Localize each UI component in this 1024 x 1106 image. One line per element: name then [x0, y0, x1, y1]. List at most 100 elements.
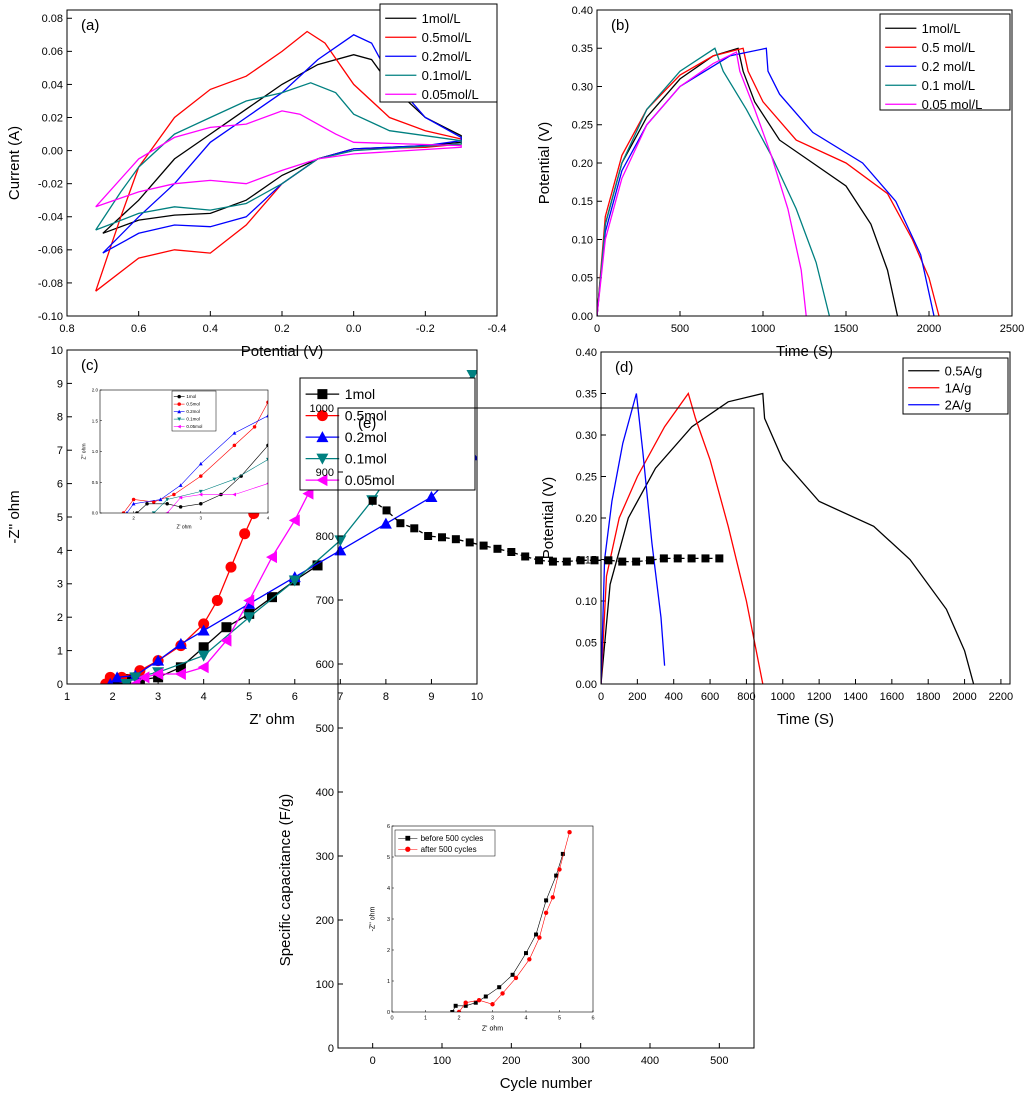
- panel-label: (a): [81, 17, 99, 34]
- x-tick-label: 300: [571, 1055, 589, 1067]
- series-0-05mol: [129, 457, 332, 684]
- series-line: [123, 402, 268, 513]
- legend-label: 0.05mol: [345, 472, 395, 488]
- y-tick-label: 0.30: [576, 430, 597, 442]
- x-tick-label: 0: [598, 691, 604, 703]
- data-point: [120, 679, 133, 684]
- chart-a: 0.8 0.6 0.4 0.2 0.0 -0.2 -0.4 -0.10 -0.08 -0.06 -0…: [6, 3, 507, 360]
- series-line: [601, 392, 764, 684]
- x-tick-label: 2200: [989, 691, 1013, 703]
- data-point: [211, 595, 223, 606]
- x-tick-label: -0.4: [488, 323, 507, 335]
- data-point: [513, 975, 519, 981]
- data-point: [174, 637, 187, 649]
- data-point: [302, 487, 314, 500]
- y-tick-label: 2: [57, 612, 63, 624]
- x-axis-label: Time (S): [777, 711, 834, 728]
- series-line: [95, 82, 462, 231]
- x-tick-label: 0.6: [131, 323, 146, 335]
- legend-marker: [177, 402, 181, 406]
- series-1mol-l: [102, 54, 462, 234]
- series-0-5mol-l: [95, 30, 462, 292]
- legend: 1mol/L 0.5 mol/L 0.2 mol/L 0.1 mol/L 0.05 mo…: [879, 13, 1011, 112]
- y-tick-label: -0.02: [38, 179, 63, 191]
- data-point: [178, 483, 183, 487]
- series-line: [601, 392, 975, 684]
- data-point: [479, 541, 488, 550]
- x-tick-label: 1: [424, 1016, 427, 1022]
- y-tick-label: 0.10: [576, 596, 597, 608]
- data-point: [463, 1000, 468, 1005]
- data-point: [198, 492, 203, 497]
- series-line: [102, 34, 462, 254]
- y-tick-label: 6: [57, 478, 63, 490]
- series-0-05mol-l: [95, 110, 462, 208]
- series-0-2mol-l: [102, 34, 462, 254]
- data-point: [396, 519, 405, 528]
- series-1mol-l: [597, 47, 899, 316]
- y-tick-label: 0.04: [42, 79, 63, 91]
- x-tick-label: 1400: [843, 691, 867, 703]
- legend-label: before 500 cycles: [421, 834, 484, 843]
- x-tick-label: 4: [201, 691, 207, 703]
- data-point: [266, 443, 268, 448]
- data-point: [121, 511, 126, 513]
- y-tick-label: -0.06: [38, 245, 63, 257]
- legend-label: 1mol: [345, 386, 375, 402]
- y-tick-label: 0.35: [576, 388, 597, 400]
- data-point: [174, 667, 186, 680]
- data-point: [175, 662, 186, 673]
- y-tick-label: 500: [316, 723, 334, 735]
- data-point: [266, 551, 277, 564]
- series-after-500-cycles: [456, 830, 572, 1012]
- y-tick-label: 3: [57, 579, 63, 591]
- x-tick-label: 1000: [751, 323, 775, 335]
- data-point: [701, 554, 710, 563]
- y-tick-label: 7: [57, 445, 63, 457]
- data-point: [453, 1003, 458, 1008]
- data-point: [152, 667, 164, 680]
- data-point: [382, 506, 391, 515]
- data-point: [659, 554, 668, 563]
- data-point: [548, 557, 557, 566]
- legend-label: 0.5A/g: [945, 363, 983, 378]
- data-point: [221, 622, 232, 633]
- plot-frame: [391, 825, 594, 1013]
- data-point: [524, 951, 528, 956]
- data-point: [266, 413, 268, 418]
- series-line: [95, 30, 462, 292]
- x-tick-label: 6: [292, 691, 298, 703]
- data-point: [232, 431, 237, 435]
- x-tick-label: 0: [594, 323, 600, 335]
- legend-label: 0.1mol: [186, 417, 200, 422]
- legend-label: 0.2mol: [345, 429, 387, 445]
- x-tick-label: 200: [502, 1055, 520, 1067]
- y-tick-label: 1.0: [92, 449, 99, 454]
- y-tick-label: 0.20: [572, 158, 593, 170]
- data-point: [131, 501, 136, 506]
- data-point: [199, 474, 203, 478]
- chart-b: 0 500 1000 1500 2000 2500 0.00 0.05 0.10 0.15 0.20…: [536, 5, 1024, 360]
- x-tick-label: 100: [433, 1055, 451, 1067]
- data-point: [288, 575, 301, 587]
- x-tick-label: 1500: [834, 323, 858, 335]
- data-point: [220, 634, 232, 647]
- data-point: [138, 671, 150, 684]
- series-1a-g: [601, 392, 764, 684]
- legend-label: 2A/g: [945, 397, 972, 412]
- legend: before 500 cycles after 500 cycles: [394, 829, 496, 857]
- legend-label: 1mol/L: [422, 11, 461, 26]
- legend-label: 0.1mol: [345, 451, 387, 467]
- x-tick-label: 9: [428, 691, 434, 703]
- data-point: [715, 554, 724, 563]
- x-tick-label: 200: [628, 691, 646, 703]
- y-tick-label: 0.25: [576, 471, 597, 483]
- plot-frame: [600, 351, 1011, 685]
- plot-frame: [66, 349, 478, 685]
- y-tick-label: 9: [57, 378, 63, 390]
- x-tick-label: 400: [665, 691, 683, 703]
- x-tick-label: 1200: [807, 691, 831, 703]
- y-tick-label: 0: [57, 679, 63, 691]
- series-1mol: [135, 443, 268, 513]
